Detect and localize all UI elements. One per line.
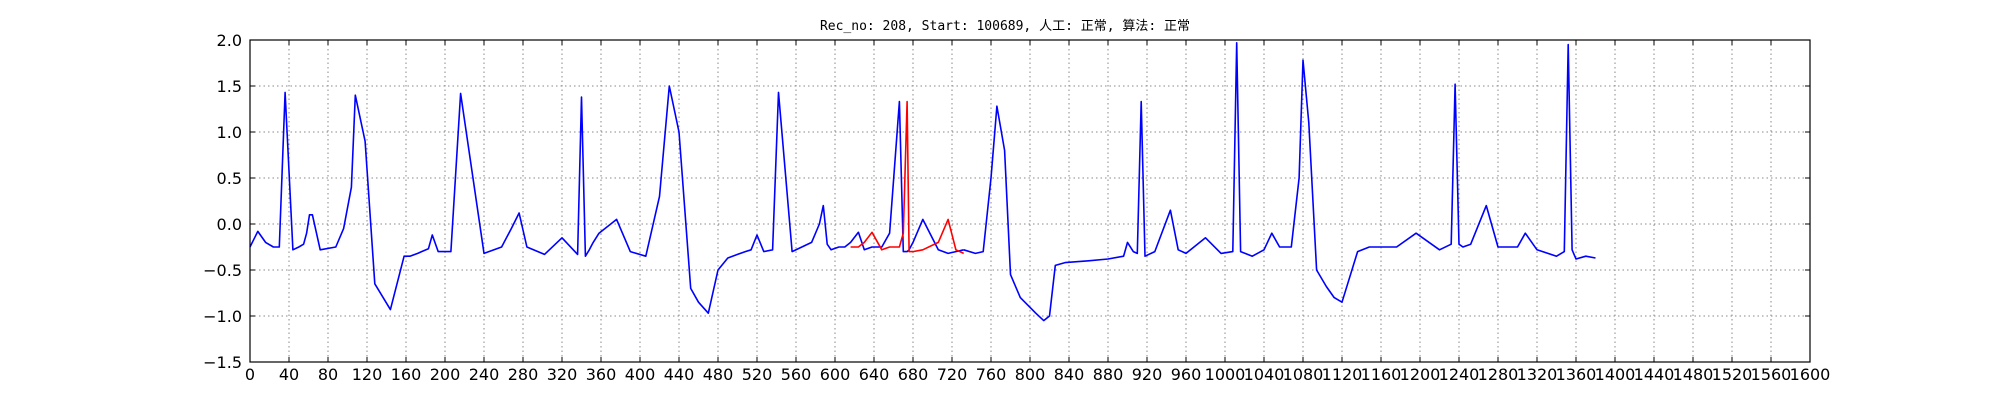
y-tick-label: −1.0 [203, 307, 242, 326]
x-tick-label: 1240 [1439, 365, 1480, 384]
chart-title: Rec_no: 208, Start: 100689, 人工: 正常, 算法: … [820, 19, 1190, 34]
y-tick-label: 1.5 [217, 77, 242, 96]
x-tick-label: 1000 [1205, 365, 1246, 384]
x-tick-label: 0 [245, 365, 255, 384]
x-tick-label: 1040 [1244, 365, 1285, 384]
y-tick-label: −1.5 [203, 353, 242, 372]
series-1 [850, 100, 965, 255]
x-tick-label: 160 [391, 365, 422, 384]
x-tick-label: 1400 [1595, 365, 1636, 384]
x-tick-label: 560 [781, 365, 812, 384]
x-tick-label: 760 [976, 365, 1007, 384]
y-tick-label: −0.5 [203, 261, 242, 280]
x-tick-label: 680 [898, 365, 929, 384]
x-tick-label: 320 [547, 365, 578, 384]
x-tick-label: 440 [664, 365, 695, 384]
x-tick-label: 80 [318, 365, 338, 384]
series-0 [249, 85, 964, 314]
x-tick-label: 1440 [1634, 365, 1675, 384]
x-tick-label: 1200 [1400, 365, 1441, 384]
x-tick-label: 520 [742, 365, 773, 384]
x-tick-label: 800 [1015, 365, 1046, 384]
x-tick-label: 400 [625, 365, 656, 384]
x-tick-label: 1480 [1673, 365, 1714, 384]
x-tick-label: 600 [820, 365, 851, 384]
x-tick-label: 960 [1171, 365, 1202, 384]
y-tick-label: 2.0 [217, 31, 242, 50]
series-group [249, 42, 1596, 322]
x-tick-label: 280 [508, 365, 539, 384]
series-2 [963, 42, 1596, 322]
x-tick-label: 1360 [1556, 365, 1597, 384]
grid [250, 40, 1810, 362]
x-tick-label: 1320 [1517, 365, 1558, 384]
x-tick-label: 640 [859, 365, 890, 384]
series-line [850, 100, 965, 255]
x-tick-label: 880 [1093, 365, 1124, 384]
x-tick-label: 920 [1132, 365, 1163, 384]
x-axis: 0 40 80 120 160 200 240 280 320 360 400 440 480 520 56… [245, 40, 1830, 384]
x-tick-label: 840 [1054, 365, 1085, 384]
x-tick-label: 200 [430, 365, 461, 384]
x-tick-label: 1520 [1712, 365, 1753, 384]
y-tick-label: 0.5 [217, 169, 242, 188]
y-axis: −1.5 −1.0 −0.5 0.0 0.5 1.0 1.5 2.0 [203, 31, 1810, 372]
y-tick-label: 0.0 [217, 215, 242, 234]
x-tick-label: 720 [937, 365, 968, 384]
x-tick-label: 360 [586, 365, 617, 384]
x-tick-label: 1160 [1361, 365, 1402, 384]
x-tick-label: 40 [279, 365, 299, 384]
x-tick-label: 240 [469, 365, 500, 384]
x-tick-label: 1600 [1790, 365, 1831, 384]
series-line [963, 42, 1596, 322]
x-tick-label: 1120 [1322, 365, 1363, 384]
x-tick-label: 120 [352, 365, 383, 384]
plot-frame [249, 39, 1811, 363]
y-tick-label: 1.0 [217, 123, 242, 142]
x-tick-label: 1560 [1751, 365, 1792, 384]
series-line [249, 85, 964, 314]
x-tick-label: 480 [703, 365, 734, 384]
x-tick-label: 1280 [1478, 365, 1519, 384]
x-tick-label: 1080 [1283, 365, 1324, 384]
